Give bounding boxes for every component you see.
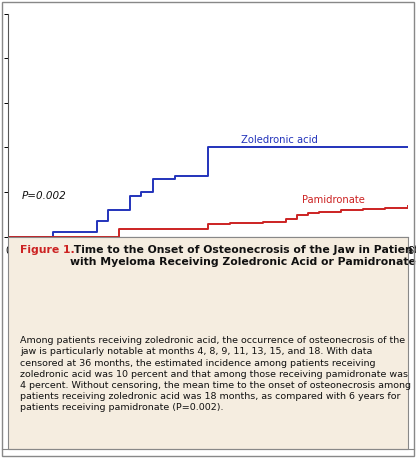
Text: Among patients receiving zoledronic acid, the occurrence of osteonecrosis of the: Among patients receiving zoledronic acid… [20,336,411,412]
Text: Time to the Onset of Osteonecrosis of the Jaw in Patients
with Myeloma Receiving: Time to the Onset of Osteonecrosis of th… [70,245,416,267]
X-axis label: Months from Start of Therapy: Months from Start of Therapy [121,261,295,274]
Text: Zoledronic acid: Zoledronic acid [241,135,318,145]
Text: P=0.002: P=0.002 [22,191,67,201]
Text: Pamidronate: Pamidronate [302,195,365,205]
Text: Figure 1.: Figure 1. [20,245,75,255]
FancyBboxPatch shape [8,237,408,449]
